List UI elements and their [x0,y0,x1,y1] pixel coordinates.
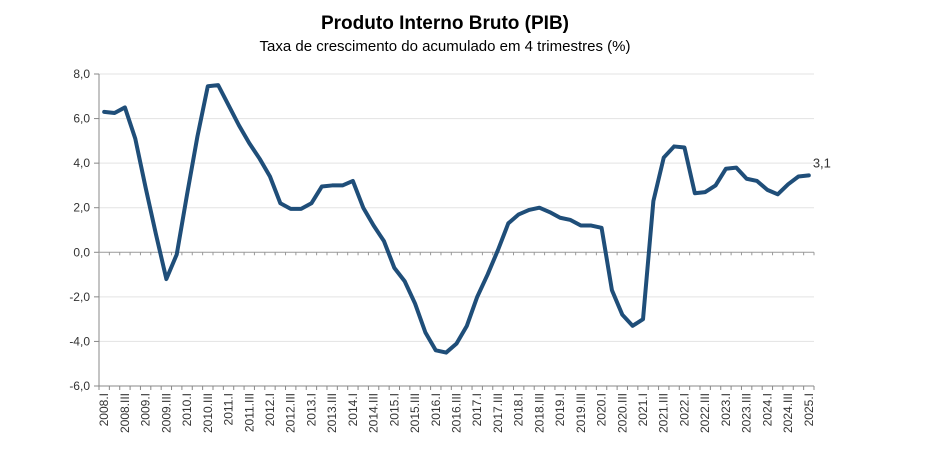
x-tick-label: 2011.III [242,393,256,432]
x-tick-label: 2015.I [387,393,401,426]
x-tick-label: 2008.III [118,393,132,433]
x-tick-label: 2013.III [325,393,339,433]
x-tick-label: 2014.I [346,393,360,426]
chart-subtitle: Taxa de crescimento do acumulado em 4 tr… [259,38,631,55]
x-tick-label: 2016.I [429,393,443,426]
y-tick-label: -2,0 [69,290,90,304]
x-tick-label: 2021.III [657,393,671,433]
x-tick-label: 2012.III [284,393,298,433]
y-tick-label: -6,0 [69,379,90,393]
x-tick-label: 2013.I [304,393,318,426]
x-tick-label: 2021.I [636,393,650,426]
x-tick-label: 2020.I [595,393,609,426]
y-tick-label: 8,0 [73,67,90,81]
x-tick-label: 2020.III [615,393,629,433]
series-line [102,83,811,355]
x-tick-label: 2022.III [698,393,712,433]
x-tick-label: 2011.I [222,393,236,425]
chart-title: Produto Interno Bruto (PIB) [320,13,570,34]
x-tick-label: 2023.III [740,393,754,433]
x-tick-label: 2018.III [532,393,546,433]
x-tick-label: 2019.I [553,393,567,426]
x-tick-label: 2022.I [677,393,691,426]
x-tick-label: 2017.I [470,393,484,426]
y-tick-label: 0,0 [73,245,90,259]
x-tick-label: 2010.I [180,393,194,426]
x-tick-label: 2014.III [367,393,381,433]
x-tick-label: 2016.III [450,393,464,433]
x-tick-label: 2015.III [408,393,422,433]
x-tick-label: 2024.I [760,393,774,426]
x-tick-label: 2010.III [201,393,215,433]
x-tick-label: 2025.I [802,393,816,426]
x-tick-label: 2008.I [97,393,111,426]
x-tick-label: 2019.III [574,393,588,433]
x-tick-label: 2012.I [263,393,277,426]
end-value-label: 3,1 [813,155,831,170]
x-tick-label: 2009.I [139,393,153,426]
y-tick-label: 6,0 [73,112,90,126]
y-tick-label: 2,0 [73,201,90,215]
x-tick-label: 2023.I [719,393,733,426]
y-tick-label: 4,0 [73,156,90,170]
x-tick-label: 2017.III [491,393,505,433]
x-tick-label: 2018.I [512,393,526,426]
x-tick-label: 2009.III [159,393,173,433]
y-tick-label: -4,0 [69,334,90,348]
x-tick-label: 2024.III [781,393,795,433]
